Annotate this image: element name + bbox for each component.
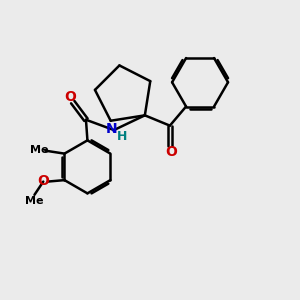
Text: Me: Me — [30, 145, 48, 155]
Text: H: H — [117, 130, 128, 143]
Text: O: O — [165, 145, 177, 159]
Text: N: N — [106, 122, 117, 136]
Text: Me: Me — [25, 196, 44, 206]
Text: O: O — [37, 174, 49, 188]
Text: O: O — [64, 90, 76, 104]
